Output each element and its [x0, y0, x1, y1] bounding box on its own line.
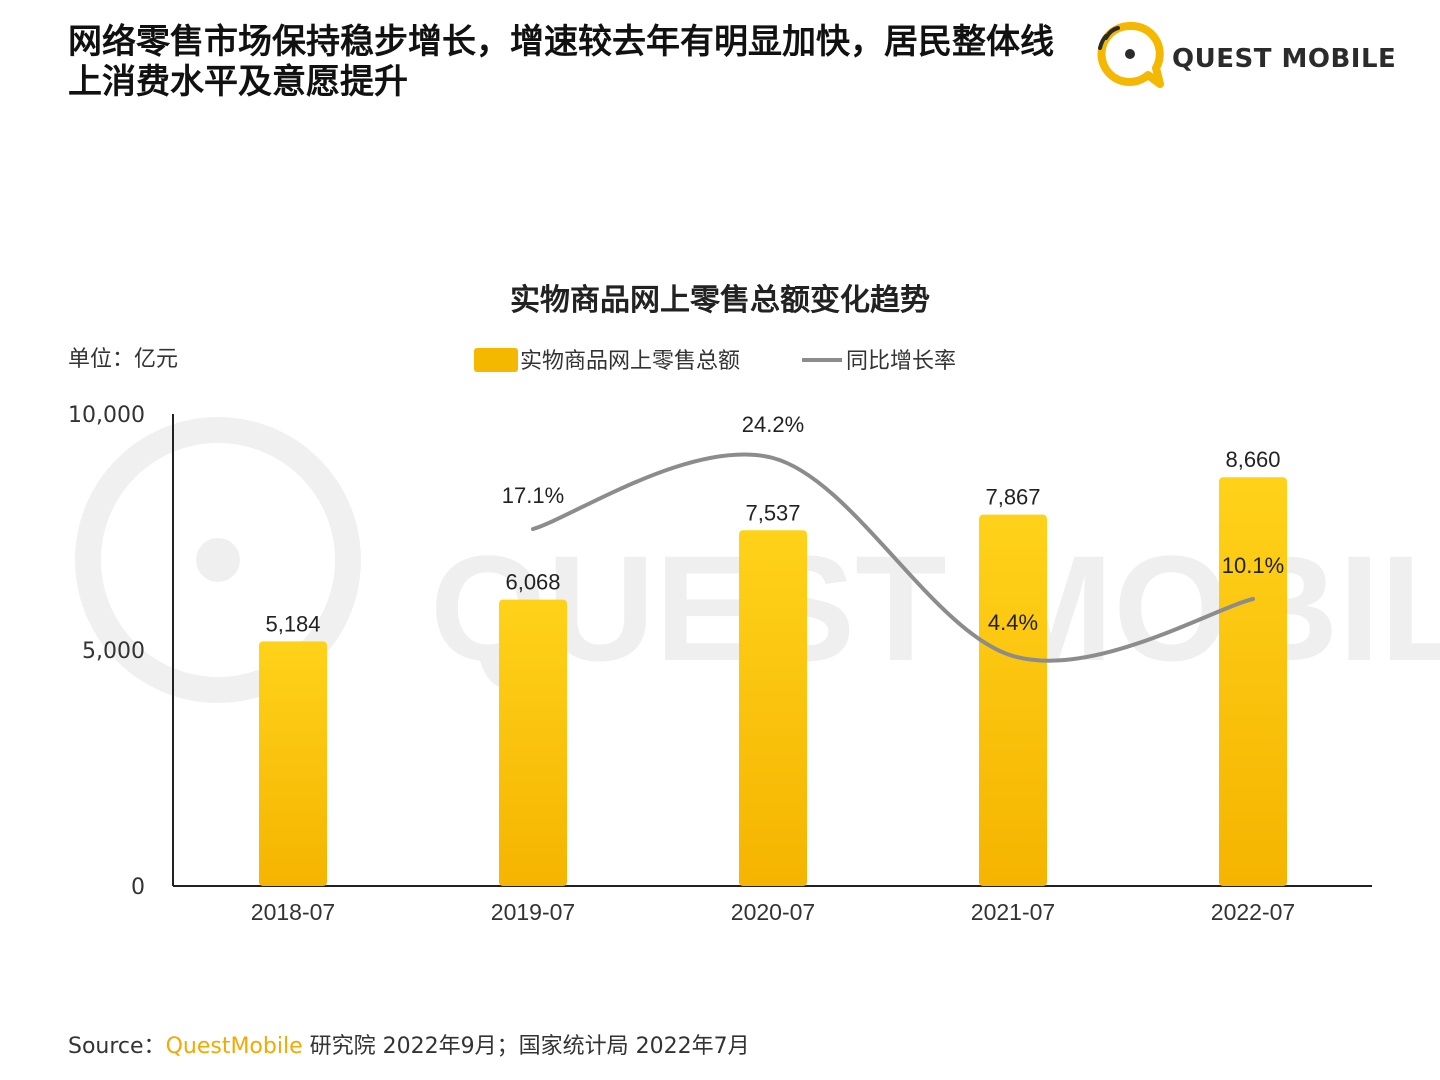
y-tick-label: 10,000: [68, 403, 145, 428]
retail-chart: QUEST MOBILE 实物商品网上零售总额变化趋势 单位：亿元 实物商品网上…: [68, 283, 1440, 925]
x-tick-label: 2020-07: [731, 899, 815, 925]
bar-value-label: 8,660: [1225, 447, 1280, 472]
y-tick-label: 0: [131, 875, 145, 900]
growth-rate-label: 24.2%: [742, 412, 804, 437]
x-tick-labels: 2018-07 2019-07 2020-07 2021-07 2022-07: [251, 899, 1295, 925]
bar-value-label: 7,537: [745, 500, 800, 525]
x-tick-label: 2022-07: [1211, 899, 1295, 925]
bars: [259, 477, 1287, 886]
chart-title: 实物商品网上零售总额变化趋势: [510, 283, 930, 318]
quest-mobile-logo-icon: [1097, 21, 1164, 88]
growth-rate-label: 17.1%: [502, 483, 564, 508]
bar-labels: 5,184 6,068 7,537 7,867 8,660: [265, 447, 1280, 636]
legend-bar-swatch: [474, 348, 518, 372]
bar-value-label: 7,867: [985, 485, 1040, 510]
bar-2021-07: [979, 514, 1047, 886]
source-label: Source：: [68, 1034, 166, 1059]
growth-rate-line: [531, 452, 1255, 663]
logo-wordmark: QUEST MOBILE: [1172, 44, 1397, 74]
source-note: Source：QuestMobile 研究院 2022年9月；国家统计局 202…: [68, 1028, 750, 1060]
source-brand: QuestMobile: [165, 1034, 303, 1059]
bar-2022-07: [1219, 477, 1287, 886]
y-tick-label: 5,000: [82, 639, 145, 664]
watermark-text: QUEST MOBILE: [430, 524, 1440, 692]
growth-rate-labels: 17.1% 24.2% 4.4% 10.1%: [502, 412, 1284, 635]
y-tick-labels: 0 5,000 10,000: [68, 403, 145, 900]
x-tick-label: 2018-07: [251, 899, 335, 925]
brand-logo: QUEST MOBILE: [1090, 18, 1396, 90]
legend-bar-label: 实物商品网上零售总额: [520, 349, 740, 374]
page-title: 网络零售市场保持稳步增长，增速较去年有明显加快，居民整体线上消费水平及意愿提升: [68, 22, 1054, 102]
growth-rate-label: 10.1%: [1222, 553, 1284, 578]
x-tick-label: 2019-07: [491, 899, 575, 925]
bar-2020-07: [739, 530, 807, 886]
bar-2018-07: [259, 641, 327, 886]
bar-value-label: 6,068: [505, 570, 560, 595]
unit-label: 单位：亿元: [68, 347, 178, 372]
bar-2019-07: [499, 599, 567, 886]
growth-rate-label: 4.4%: [988, 610, 1038, 635]
x-tick-label: 2021-07: [971, 899, 1055, 925]
legend-line-label: 同比增长率: [846, 349, 956, 374]
bar-value-label: 5,184: [265, 611, 320, 636]
legend: 实物商品网上零售总额 同比增长率: [474, 348, 956, 374]
source-text: 研究院 2022年9月；国家统计局 2022年7月: [302, 1034, 750, 1059]
